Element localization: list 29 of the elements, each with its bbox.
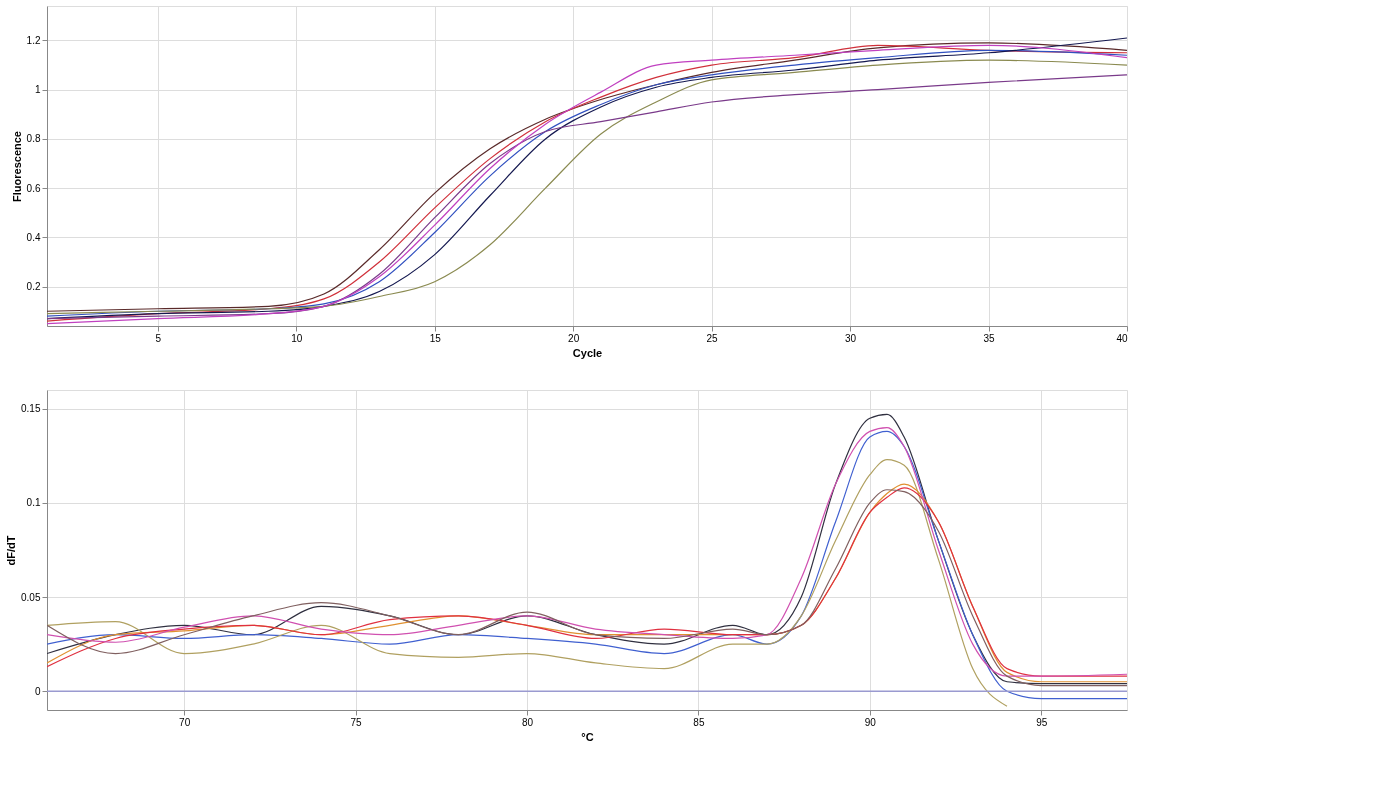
- x-tick-label: 70: [179, 716, 191, 728]
- x-tick-label: 5: [155, 332, 162, 344]
- y-tick-label: 1.2: [26, 34, 41, 46]
- y-tick-label: 0: [34, 685, 41, 697]
- x-tick-label: 90: [864, 716, 877, 728]
- x-tick-label: 35: [983, 332, 996, 344]
- y-tick-label: 0.4: [26, 231, 41, 243]
- y-axis-title: Fluorescence: [10, 131, 23, 202]
- x-tick-label: 95: [1036, 716, 1048, 728]
- y-tick-label: 0.1: [26, 497, 41, 509]
- line-series: [47, 459, 1008, 707]
- x-tick-label: 75: [350, 716, 363, 728]
- x-tick-label: 15: [429, 332, 442, 344]
- y-tick-label: 0.6: [26, 182, 41, 194]
- y-tick-label: 0.2: [26, 281, 41, 293]
- y-tick-label: 0.05: [21, 591, 41, 603]
- x-tick-label: 20: [568, 332, 580, 344]
- x-tick-label: 25: [706, 332, 719, 344]
- x-axis-title: Cycle: [572, 346, 603, 359]
- x-tick-label: 10: [291, 332, 303, 344]
- x-axis-title: °C: [581, 730, 594, 743]
- y-tick-label: 1: [34, 84, 41, 96]
- y-axis-title: dF/dT: [5, 535, 18, 566]
- x-tick-label: 40: [1116, 332, 1128, 344]
- y-tick-label: 0.8: [26, 133, 41, 145]
- x-tick-label: 80: [521, 716, 534, 728]
- x-tick-label: 85: [693, 716, 705, 728]
- y-tick-label: 0.15: [21, 403, 41, 415]
- x-tick-label: 30: [845, 332, 857, 344]
